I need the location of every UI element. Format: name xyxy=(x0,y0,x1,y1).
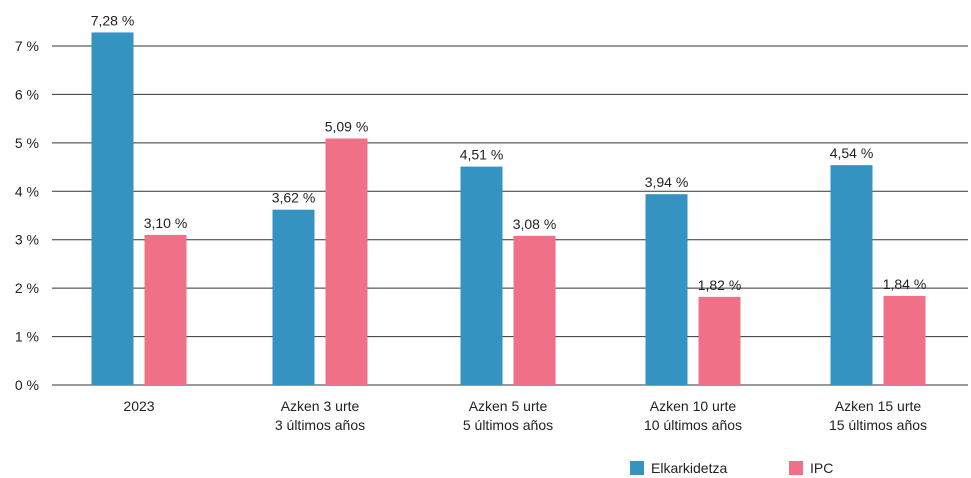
legend-swatch-elkarkidetza xyxy=(630,461,644,475)
category-label: 2023 xyxy=(123,398,154,414)
y-tick-label: 6 % xyxy=(15,86,39,102)
data-label: 7,28 % xyxy=(91,12,135,28)
legend: Elkarkidetza IPC xyxy=(630,460,833,476)
bar-ipc xyxy=(698,296,741,385)
data-label: 3,10 % xyxy=(144,215,188,231)
bars xyxy=(91,32,926,385)
category-label: Azken 5 urte 5 últimos años xyxy=(463,398,553,433)
data-label: 3,94 % xyxy=(645,174,689,190)
data-label: 5,09 % xyxy=(325,118,369,134)
y-tick-label: 7 % xyxy=(15,38,39,54)
category-label: Azken 15 urte 15 últimos años xyxy=(829,398,927,433)
data-label: 3,08 % xyxy=(513,216,557,232)
category-label: Azken 3 urte 3 últimos años xyxy=(275,398,365,433)
bar-elkarkidetza xyxy=(830,165,873,385)
data-label: 4,51 % xyxy=(460,147,504,163)
bar-elkarkidetza xyxy=(460,166,503,385)
legend-label-elkarkidetza: Elkarkidetza xyxy=(651,460,727,476)
gridlines xyxy=(52,45,968,386)
data-label: 1,82 % xyxy=(698,277,742,293)
bar-ipc xyxy=(883,295,926,385)
y-tick-label: 1 % xyxy=(15,329,39,345)
category-label: Azken 10 urte 10 últimos años xyxy=(644,398,742,433)
data-label: 3,62 % xyxy=(272,190,316,206)
data-label: 1,84 % xyxy=(883,276,927,292)
bar-ipc xyxy=(513,235,556,385)
bar-ipc xyxy=(325,138,368,385)
data-labels: 7,28 % 3,62 % 4,51 % 3,94 % 4,54 % 3,10 % 5,09… xyxy=(91,12,927,292)
legend-swatch-ipc xyxy=(789,461,803,475)
bar-elkarkidetza xyxy=(91,32,134,385)
y-tick-label: 4 % xyxy=(15,183,39,199)
y-tick-label: 2 % xyxy=(15,280,39,296)
data-label: 4,54 % xyxy=(830,145,874,161)
y-tick-label: 5 % xyxy=(15,135,39,151)
y-tick-label: 3 % xyxy=(15,232,39,248)
bar-ipc xyxy=(144,234,187,385)
bar-elkarkidetza xyxy=(645,194,688,385)
y-tick-label: 0 % xyxy=(15,377,39,393)
legend-label-ipc: IPC xyxy=(810,460,833,476)
bar-elkarkidetza xyxy=(272,209,315,385)
category-labels: 2023 Azken 3 urte 3 últimos años Azken 5 ur… xyxy=(123,398,927,433)
y-axis-tick-labels: 0 % 1 % 2 % 3 % 4 % 5 % 6 % 7 % xyxy=(15,38,39,393)
